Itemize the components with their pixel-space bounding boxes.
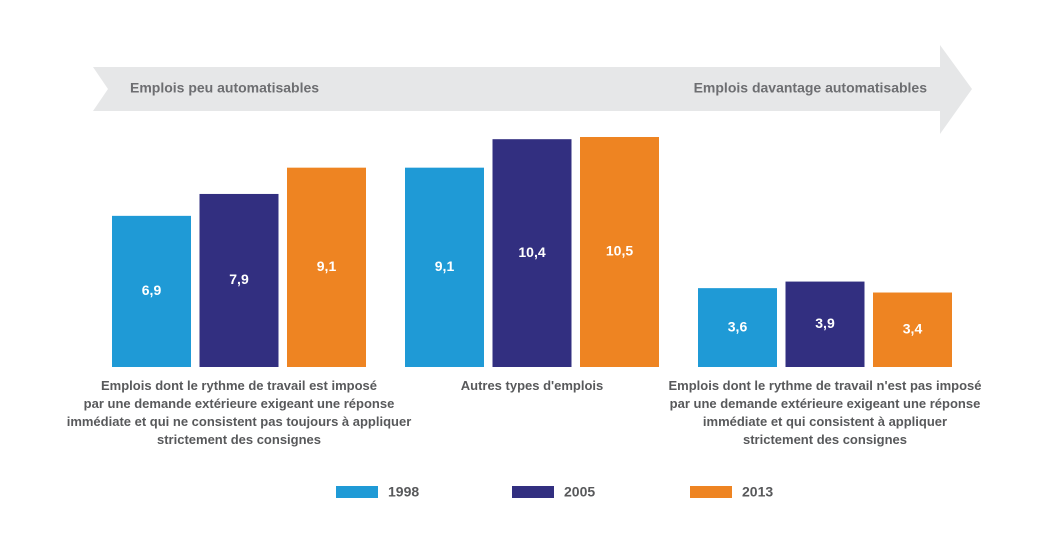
bar bbox=[492, 139, 572, 367]
legend-swatch bbox=[690, 486, 732, 498]
category-label: Autres types d'emplois bbox=[460, 378, 604, 393]
value-label: 6,9 bbox=[142, 282, 162, 298]
bar bbox=[405, 167, 484, 367]
value-label: 7,9 bbox=[229, 271, 249, 287]
bar bbox=[199, 193, 279, 367]
bar bbox=[785, 281, 865, 367]
bar bbox=[112, 215, 191, 367]
value-label: 9,1 bbox=[317, 258, 337, 274]
value-label: 3,9 bbox=[815, 315, 835, 331]
value-label: 3,4 bbox=[903, 320, 923, 336]
value-label: 3,6 bbox=[728, 318, 748, 334]
automation-arrow bbox=[93, 45, 972, 134]
annotation: Emplois peu automatisables bbox=[130, 80, 319, 96]
value-label: 9,1 bbox=[435, 258, 455, 274]
legend-label: 1998 bbox=[388, 484, 419, 500]
category-label: Emplois dont le rythme de travail est im… bbox=[66, 378, 412, 447]
annotation: Emplois davantage automatisables bbox=[694, 80, 928, 96]
bar bbox=[873, 292, 952, 367]
value-label: 10,4 bbox=[518, 244, 545, 260]
legend-label: 2005 bbox=[564, 484, 595, 500]
legend-swatch bbox=[336, 486, 378, 498]
legend-swatch bbox=[512, 486, 554, 498]
bar bbox=[698, 288, 777, 367]
bar bbox=[580, 137, 659, 367]
bar bbox=[287, 167, 366, 367]
legend-label: 2013 bbox=[742, 484, 773, 500]
category-label: Emplois dont le rythme de travail n'est … bbox=[668, 378, 982, 447]
value-label: 10,5 bbox=[606, 243, 633, 259]
